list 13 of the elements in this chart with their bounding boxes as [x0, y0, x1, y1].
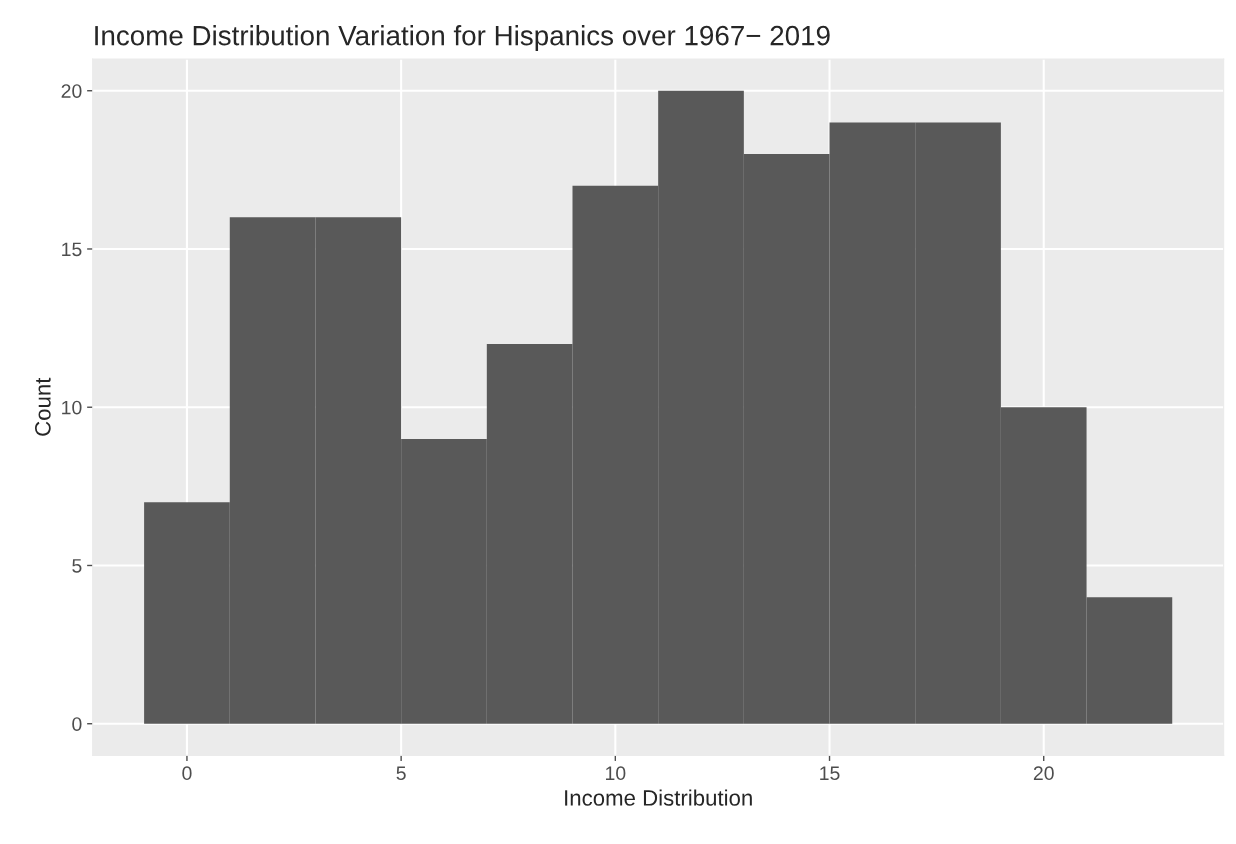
x-tick-label: 10 [606, 766, 626, 781]
y-axis-title: Count [34, 377, 51, 436]
y-tick-label: 5 [72, 559, 82, 573]
y-tick-label: 10 [62, 400, 82, 415]
x-tick-label: 15 [820, 766, 840, 781]
x-tick-label: 20 [1033, 766, 1054, 781]
chart-title: Income Distribution Variation for Hispanics over 1967− 2019 [95, 25, 830, 51]
y-tick-label: 15 [62, 242, 82, 257]
x-tick-label: 5 [396, 766, 406, 781]
x-axis-title: Income Distribution [565, 789, 752, 806]
y-tick-label: 0 [72, 717, 82, 731]
x-tick-label: 0 [182, 766, 192, 781]
y-tick-label: 20 [61, 84, 82, 98]
